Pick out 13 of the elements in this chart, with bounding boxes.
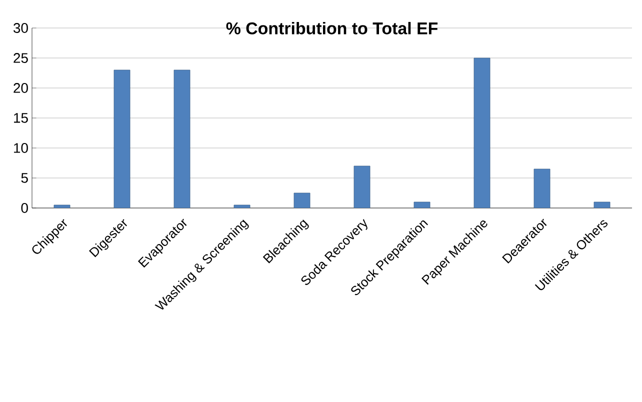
bar: [174, 70, 190, 208]
y-tick-label: 25: [14, 53, 28, 63]
chart-title: % Contribution to Total EF: [226, 22, 438, 34]
bar: [474, 58, 490, 208]
y-tick-label: 20: [14, 83, 28, 93]
y-tick-label: 5: [21, 173, 28, 183]
bar: [534, 168, 550, 208]
y-tick-label: 0: [21, 203, 28, 213]
y-tick-label: 30: [13, 23, 28, 33]
bar: [354, 166, 370, 208]
y-tick-label: 10: [14, 143, 28, 153]
bar: [114, 70, 130, 208]
y-tick-label: 15: [14, 113, 28, 123]
